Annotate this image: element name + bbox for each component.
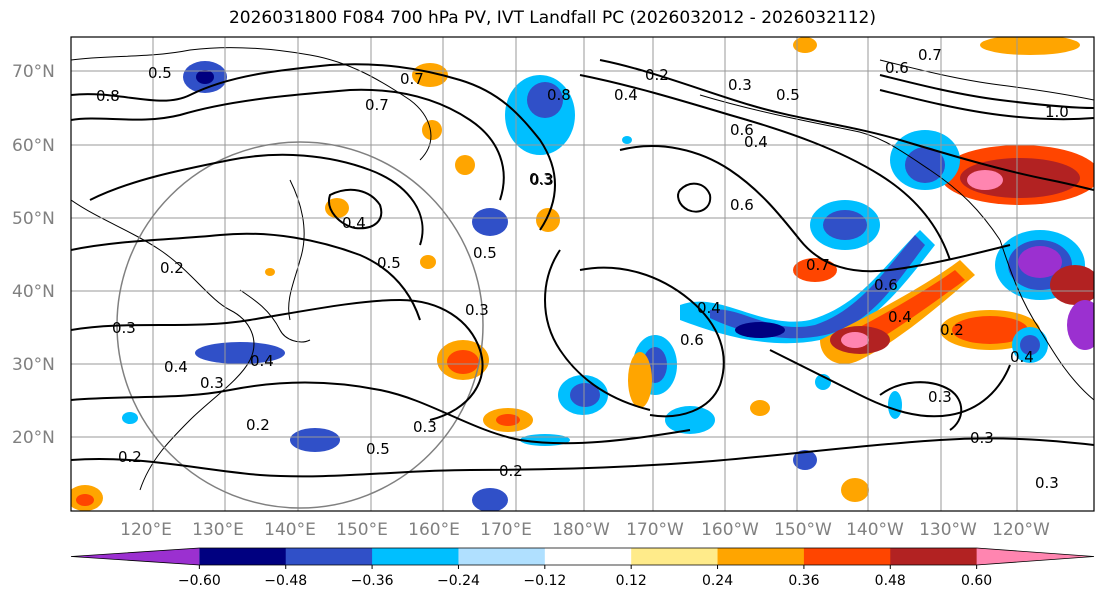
contour-label: 0.6 — [730, 196, 754, 214]
colorbar-bin — [631, 548, 719, 565]
colorbar-tick-label: −0.60 — [178, 573, 221, 589]
colorbar: −0.60 −0.48 −0.36 −0.24 −0.12 0.12 0.24 0.36 0.4… — [70, 547, 1095, 589]
lon-label: 130°E — [192, 520, 244, 540]
lat-label: 30°N — [12, 355, 55, 375]
lon-label: 120°E — [120, 520, 172, 540]
coastlines — [71, 47, 1094, 491]
colorbar-bin — [803, 548, 891, 565]
contour-label: 0.6 — [885, 59, 909, 77]
contour-label: 0.5 — [776, 86, 800, 104]
colorbar-bin — [458, 548, 546, 565]
colorbar-extend-low — [71, 548, 200, 565]
contour-label: 0.5 — [148, 64, 172, 82]
contour-label: 0.4 — [250, 352, 274, 370]
contour-label: 0.3 — [465, 301, 489, 319]
lon-label: 140°W — [846, 520, 904, 540]
colorbar-tick-label: 0.60 — [961, 573, 992, 589]
contour-label: 0.7 — [365, 96, 389, 114]
contour-label: 0.2 — [160, 259, 184, 277]
map-title: 2026031800 F084 700 hPa PV, IVT Landfall… — [228, 8, 876, 28]
contour-label: 0.3 — [928, 388, 952, 406]
contour-label: 0.4 — [1010, 348, 1034, 366]
contour-label: 0.8 — [547, 86, 571, 104]
contour-label: 0.2 — [940, 321, 964, 339]
contour-label: 0.3 — [728, 76, 752, 94]
graticule — [71, 37, 1094, 511]
lat-label: 40°N — [12, 282, 55, 302]
contour-label: 0.3 — [200, 374, 224, 392]
colorbar-bin — [285, 548, 373, 565]
lat-label: 50°N — [12, 209, 55, 229]
colorbar-bin — [372, 548, 459, 565]
colorbar-bin — [890, 548, 978, 565]
contour-label: 0.6 — [730, 121, 754, 139]
lon-label: 160°W — [701, 520, 759, 540]
lon-label: 130°W — [919, 520, 977, 540]
colorbar-tick-label: 0.12 — [616, 573, 647, 589]
contour-label: 0.4 — [614, 86, 638, 104]
colorbar-extend-high — [976, 548, 1094, 565]
colorbar-tick-label: 0.24 — [702, 573, 733, 589]
lon-label: 120°W — [992, 520, 1050, 540]
longitude-labels: 120°E 130°E 140°E 150°E 160°E 170°E 180°… — [120, 520, 1050, 540]
lon-label: 180°W — [552, 520, 610, 540]
contour-label: 0.2 — [499, 462, 523, 480]
lon-label: 160°E — [408, 520, 460, 540]
contour-label: 0.5 — [377, 254, 401, 272]
colorbar-bin — [199, 548, 287, 565]
contour-label: 0.7 — [918, 46, 942, 64]
lon-label: 150°W — [774, 520, 832, 540]
contour-label: 0.3 — [970, 429, 994, 447]
contour-label: 0.4 — [697, 299, 721, 317]
lat-label: 20°N — [12, 428, 55, 448]
pv-contours — [71, 59, 1094, 478]
contour-label: 0.4 — [888, 308, 912, 326]
contour-label: 0.3 — [112, 319, 136, 337]
contour-label: 0.5 — [366, 440, 390, 458]
contour-label: 0.7 — [400, 70, 424, 88]
contour-label: 0.2 — [246, 416, 270, 434]
contour-label: 1.0 — [1045, 103, 1069, 121]
contour-label: 0.2 — [118, 448, 142, 466]
lat-label: 70°N — [12, 62, 55, 82]
contour-label: 0.3 — [530, 171, 554, 189]
colorbar-tick-label: 0.36 — [788, 573, 819, 589]
lon-label: 170°W — [626, 520, 684, 540]
colorbar-tick-label: −0.36 — [351, 573, 394, 589]
lon-label: 170°E — [480, 520, 532, 540]
contour-label: 0.4 — [164, 358, 188, 376]
contour-label: 0.2 — [645, 66, 669, 84]
contour-label: 0.3 — [529, 170, 553, 188]
lon-label: 140°E — [264, 520, 316, 540]
map-frame — [70, 36, 1095, 512]
contour-labels: 0.5 0.8 0.7 0.7 0.8 0.4 0.2 0.3 0.5 0.6 … — [96, 46, 1069, 492]
colorbar-tick-label: −0.48 — [264, 573, 307, 589]
lon-label: 150°E — [336, 520, 388, 540]
contour-label: 0.4 — [744, 133, 768, 151]
contour-label: 0.3 — [413, 418, 437, 436]
colorbar-tick-label: −0.24 — [437, 573, 480, 589]
contour-label: 0.6 — [680, 331, 704, 349]
contour-label: 0.6 — [874, 276, 898, 294]
colorbar-tick-label: −0.12 — [523, 573, 566, 589]
lat-label: 60°N — [12, 136, 55, 156]
contour-label: 0.5 — [473, 244, 497, 262]
contour-label: 0.7 — [806, 256, 830, 274]
colorbar-bin — [544, 548, 632, 565]
contour-label: 0.8 — [96, 87, 120, 105]
colorbar-tick-label: 0.48 — [875, 573, 906, 589]
contour-label: 0.4 — [342, 214, 366, 232]
colorbar-bin — [717, 548, 805, 565]
contour-label: 0.3 — [1035, 474, 1059, 492]
map-background — [71, 37, 1094, 511]
latitude-labels: 70°N 60°N 50°N 40°N 30°N 20°N — [12, 62, 55, 448]
